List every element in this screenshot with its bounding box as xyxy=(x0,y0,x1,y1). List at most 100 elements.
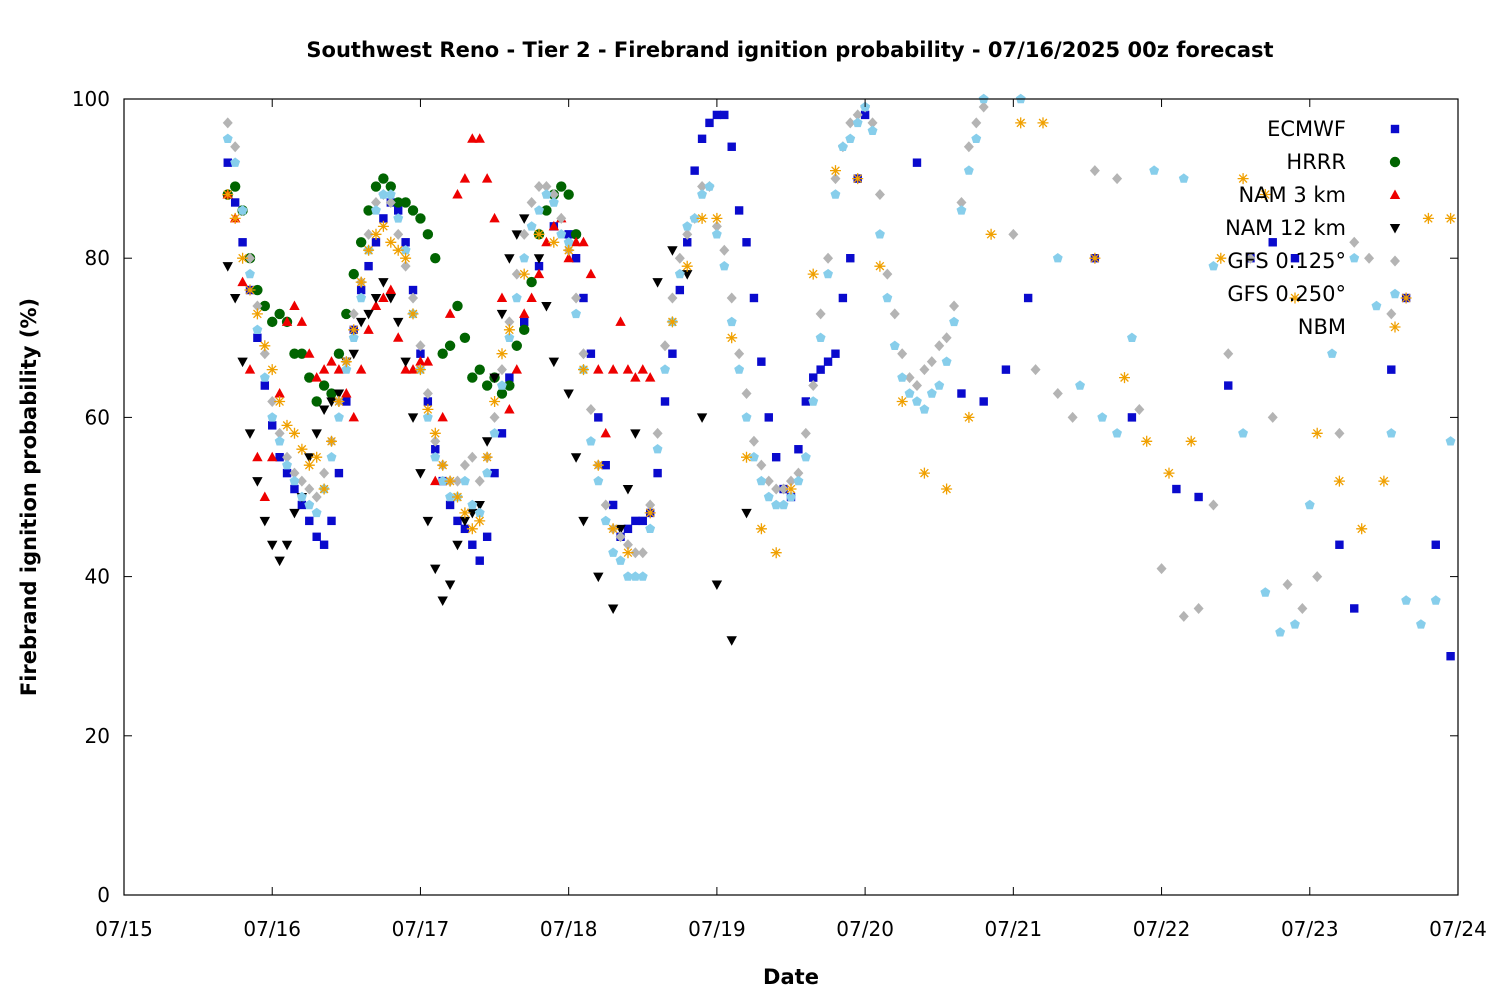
data-point xyxy=(1349,236,1360,248)
data-point xyxy=(548,357,560,368)
data-point xyxy=(318,405,330,415)
data-point xyxy=(749,293,759,303)
data-point xyxy=(252,284,263,296)
x-tick-label: 07/15 xyxy=(95,917,153,941)
data-point xyxy=(489,373,500,384)
data-points xyxy=(222,93,1457,661)
data-point xyxy=(334,412,344,422)
data-point xyxy=(482,467,493,478)
series-nam-12-km xyxy=(222,214,752,646)
data-point xyxy=(637,547,648,559)
data-point xyxy=(823,268,833,279)
data-point xyxy=(594,413,603,422)
data-point xyxy=(430,253,441,264)
data-point xyxy=(422,388,433,400)
data-point xyxy=(978,101,989,113)
data-point xyxy=(541,189,552,199)
data-point xyxy=(289,508,300,519)
legend-label: NAM 12 km xyxy=(1225,216,1346,240)
data-point xyxy=(741,388,752,400)
data-point xyxy=(267,412,278,422)
data-point xyxy=(653,468,662,478)
data-point xyxy=(1008,228,1019,240)
data-point xyxy=(459,507,471,519)
data-point xyxy=(511,340,522,351)
data-point xyxy=(1163,467,1175,479)
data-point xyxy=(459,173,471,183)
data-point xyxy=(1178,610,1189,622)
y-tick-label: 80 xyxy=(85,246,110,270)
data-point xyxy=(393,197,404,208)
data-point xyxy=(757,357,766,366)
data-point xyxy=(682,228,693,240)
data-point xyxy=(260,381,270,390)
data-point xyxy=(259,491,271,501)
data-point xyxy=(348,332,359,342)
data-point xyxy=(1275,627,1286,637)
data-point xyxy=(600,515,611,526)
data-point xyxy=(259,516,271,527)
legend-marker xyxy=(1389,224,1401,234)
data-point xyxy=(1431,540,1440,549)
x-tick-label: 07/22 xyxy=(1133,917,1191,941)
data-point xyxy=(370,181,382,192)
data-point xyxy=(786,475,796,487)
data-point xyxy=(1030,364,1041,376)
data-point xyxy=(845,133,856,143)
data-point xyxy=(600,499,611,511)
legend-label: GFS 0.250° xyxy=(1227,282,1346,306)
legend-marker xyxy=(1389,156,1401,168)
legend-label: NBM xyxy=(1298,315,1346,339)
data-point xyxy=(896,396,908,407)
data-point xyxy=(904,388,915,398)
data-point xyxy=(689,213,700,223)
data-point xyxy=(268,421,277,430)
data-point xyxy=(1416,619,1426,629)
data-point xyxy=(341,364,352,374)
data-point xyxy=(570,453,582,463)
data-point xyxy=(274,396,286,407)
data-point xyxy=(282,451,293,463)
data-point xyxy=(296,443,308,455)
data-point xyxy=(348,349,359,360)
data-point xyxy=(726,292,737,304)
data-point xyxy=(570,236,582,247)
data-point xyxy=(548,189,559,201)
data-point xyxy=(459,516,471,527)
data-point xyxy=(830,165,841,177)
x-tick-label: 07/16 xyxy=(243,917,301,941)
data-point xyxy=(474,364,485,375)
data-point xyxy=(520,317,529,327)
data-point xyxy=(393,332,404,342)
data-point xyxy=(1112,428,1122,438)
data-point xyxy=(489,396,501,407)
data-point xyxy=(607,364,619,374)
data-point xyxy=(748,435,759,447)
data-point xyxy=(355,317,367,328)
data-point xyxy=(230,198,240,207)
data-point xyxy=(319,467,330,479)
data-point xyxy=(437,459,449,471)
data-point xyxy=(497,380,507,390)
data-point xyxy=(727,142,736,151)
data-point xyxy=(333,364,345,374)
data-point xyxy=(1037,117,1049,129)
data-point xyxy=(919,364,930,376)
data-point xyxy=(371,238,381,247)
data-point xyxy=(548,236,560,248)
data-point xyxy=(534,181,545,193)
legend-label: ECMWF xyxy=(1267,117,1346,141)
data-point xyxy=(401,238,410,247)
data-point xyxy=(452,475,463,487)
data-point xyxy=(489,411,500,423)
data-point xyxy=(430,452,441,462)
data-point xyxy=(311,491,322,503)
data-point xyxy=(222,117,233,129)
data-point xyxy=(533,254,545,264)
data-point xyxy=(793,467,804,479)
data-point xyxy=(356,285,366,295)
data-point xyxy=(467,499,478,510)
data-point xyxy=(452,189,463,199)
x-tick-label: 07/17 xyxy=(392,917,450,941)
data-point xyxy=(1430,595,1441,605)
